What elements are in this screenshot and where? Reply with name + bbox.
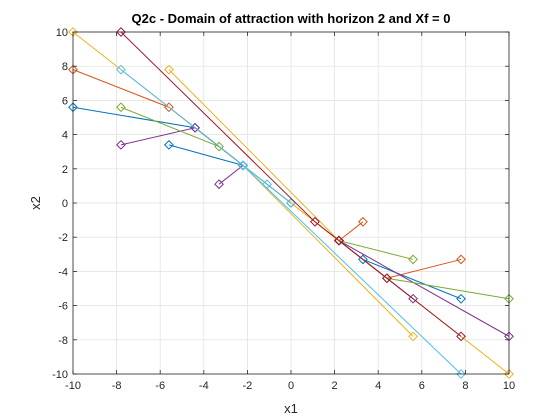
data-point-marker xyxy=(214,141,224,152)
series-line xyxy=(338,240,510,337)
x-tick-label: 10 xyxy=(503,380,515,392)
series-line xyxy=(338,240,414,260)
y-tick-label: 2 xyxy=(62,164,68,176)
data-point-marker xyxy=(116,102,126,113)
data-point-marker xyxy=(504,369,514,379)
x-tick-label: 2 xyxy=(332,380,338,392)
x-tick-label: -4 xyxy=(199,380,209,392)
x-tick-label: -2 xyxy=(243,380,253,392)
y-tick-label: -10 xyxy=(52,369,68,381)
y-tick-label: 6 xyxy=(62,95,68,107)
x-tick-label: -8 xyxy=(112,380,122,392)
y-tick-label: 0 xyxy=(62,198,68,210)
x-tick-label: 4 xyxy=(375,380,381,392)
series-19 xyxy=(238,160,466,379)
data-point-marker xyxy=(456,293,466,304)
data-point-marker xyxy=(408,331,418,342)
series-line xyxy=(338,221,364,242)
series-line xyxy=(120,69,292,204)
data-point-marker xyxy=(116,27,126,37)
series-line xyxy=(168,69,340,241)
chart-title: Q2c - Domain of attraction with horizon … xyxy=(132,11,451,26)
x-tick-label: 6 xyxy=(419,380,425,392)
data-point-marker xyxy=(334,235,344,246)
data-point-marker xyxy=(214,179,224,190)
x-tick-label: 0 xyxy=(288,380,294,392)
data-point-marker xyxy=(116,64,126,75)
data-point-marker xyxy=(310,216,320,227)
data-point-marker xyxy=(456,254,466,265)
y-tick-label: -2 xyxy=(58,232,68,244)
series-line xyxy=(338,240,462,337)
y-axis-label: x2 xyxy=(28,196,43,210)
data-point-marker xyxy=(358,254,368,265)
series-line xyxy=(218,164,244,185)
y-tick-label: 8 xyxy=(62,61,68,73)
series-21 xyxy=(334,235,466,342)
y-tick-label: 4 xyxy=(62,130,68,142)
x-tick-label: -10 xyxy=(65,380,81,392)
y-tick-label: 10 xyxy=(56,27,68,39)
data-series xyxy=(68,27,514,379)
data-point-marker xyxy=(116,139,126,150)
data-point-marker xyxy=(164,64,174,75)
data-point-marker xyxy=(238,160,248,171)
data-point-marker xyxy=(456,331,466,342)
data-point-marker xyxy=(164,102,174,113)
series-line xyxy=(168,144,244,166)
data-point-marker xyxy=(456,369,466,379)
series-line xyxy=(242,165,414,337)
x-axis-label: x1 xyxy=(284,401,298,416)
series-line xyxy=(242,165,462,375)
y-tick-label: -8 xyxy=(58,335,68,347)
data-point-marker xyxy=(408,293,418,304)
y-tick-label: -6 xyxy=(58,301,68,313)
data-point-marker xyxy=(190,122,200,133)
data-point-marker xyxy=(408,254,418,265)
x-tick-label: 8 xyxy=(462,380,468,392)
data-point-marker xyxy=(382,273,392,284)
x-tick-label: -6 xyxy=(155,380,165,392)
series-line xyxy=(120,31,340,242)
y-tick-label: -4 xyxy=(58,266,68,278)
axis-ticks: -10 -8 -6 -4 -2 0 2 4 6 8 10 -10 -8 -6 -4 -2 0 2 4 6 8 10 xyxy=(52,27,515,392)
data-point-marker xyxy=(164,139,174,150)
data-point-marker xyxy=(358,216,368,227)
